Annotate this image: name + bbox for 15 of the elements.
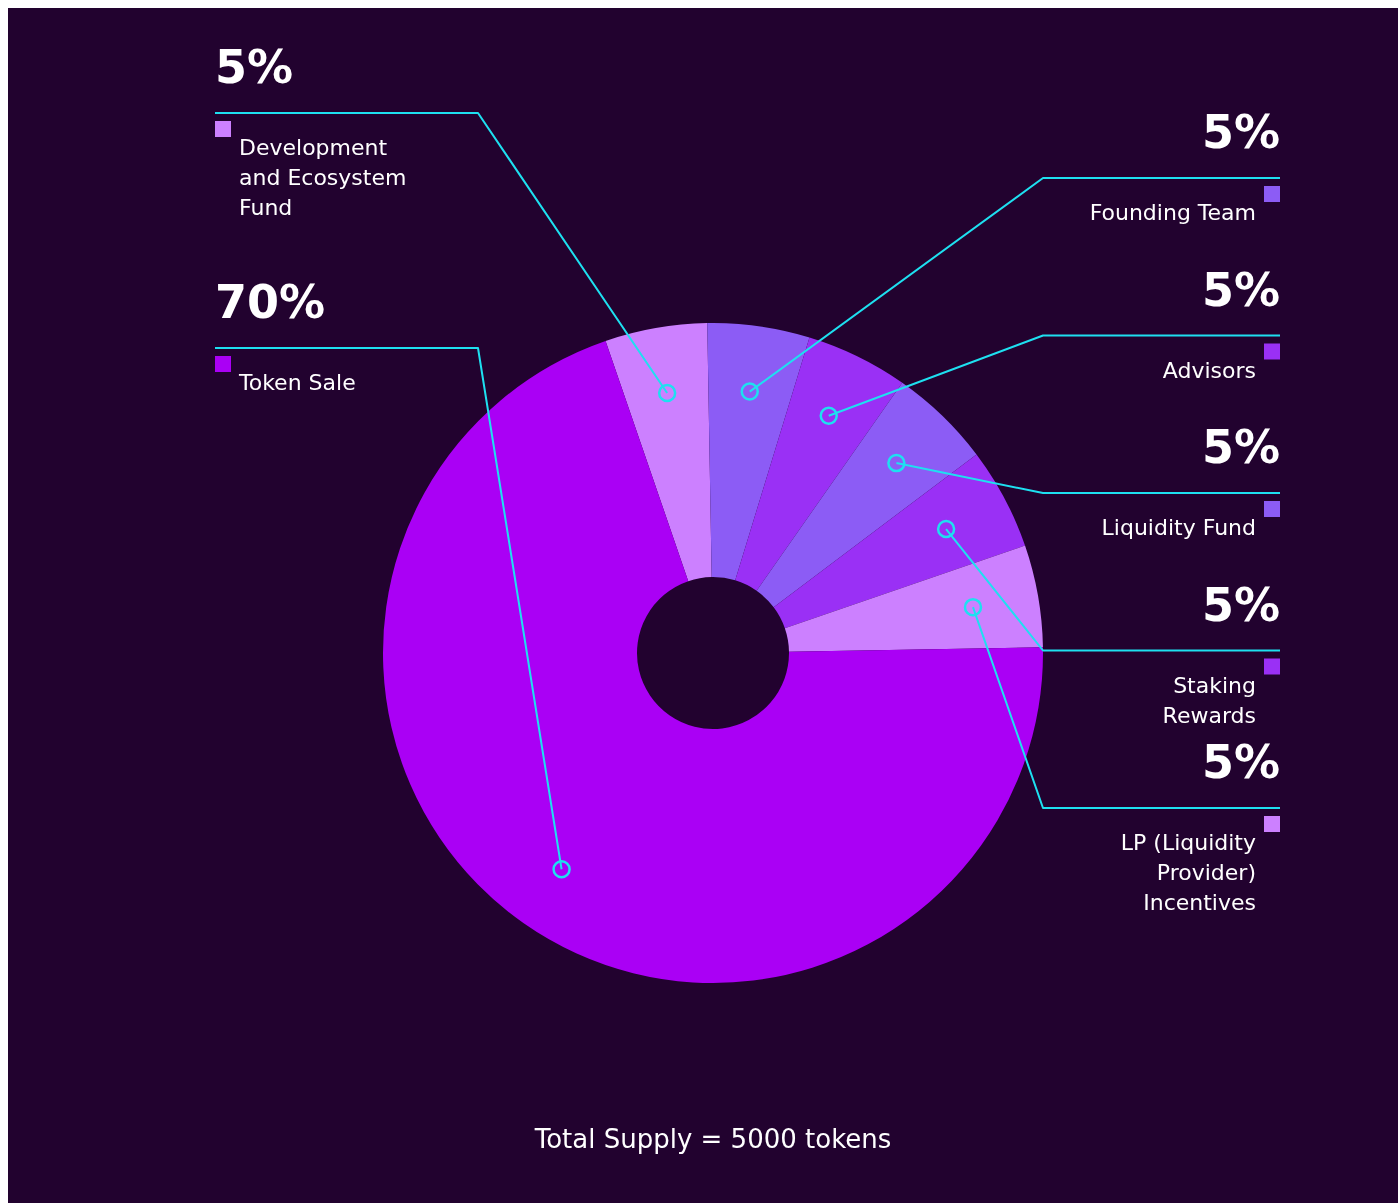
data-label: 5% — [215, 40, 294, 94]
data-label: 5% — [1201, 105, 1280, 159]
data-label: 5% — [1201, 577, 1280, 632]
legend-label: Token Sale — [238, 370, 356, 395]
data-label: 70% — [215, 275, 326, 329]
legend-label: LP (Liquidity Provider) Incentives — [1120, 830, 1256, 915]
legend-label: Staking Rewards — [1162, 672, 1256, 728]
legend-label: Liquidity Fund — [1101, 515, 1256, 540]
data-label: 5% — [1201, 420, 1280, 474]
data-label: 5% — [1201, 262, 1280, 317]
legend-label: Development and Ecosystem Fund — [239, 135, 407, 220]
legend-label: Advisors — [1162, 357, 1256, 383]
legend-label: Founding Team — [1089, 200, 1256, 225]
text: Total Supply = 5000 tokens — [533, 1124, 892, 1154]
data-label: 5% — [1201, 735, 1280, 789]
